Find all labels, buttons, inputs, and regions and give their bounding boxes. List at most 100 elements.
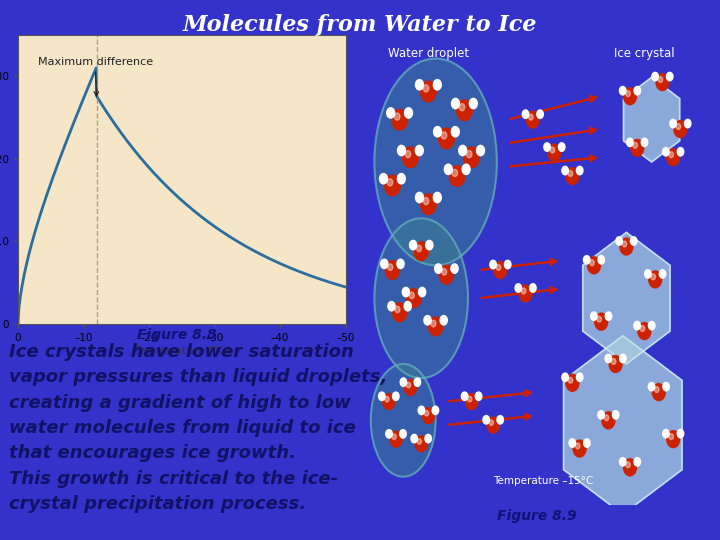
Circle shape [452,170,458,177]
Circle shape [442,268,446,275]
Circle shape [483,416,490,424]
Circle shape [590,260,594,266]
Circle shape [611,359,616,364]
Circle shape [397,173,405,184]
Circle shape [515,284,521,292]
Circle shape [405,108,413,118]
Circle shape [577,373,583,381]
Circle shape [537,110,544,118]
Circle shape [573,440,586,457]
Circle shape [577,166,583,175]
Circle shape [526,111,539,128]
Circle shape [678,147,684,156]
Circle shape [667,149,680,166]
Circle shape [633,143,637,148]
Circle shape [440,315,447,325]
Circle shape [402,287,410,297]
Circle shape [392,434,396,440]
Circle shape [489,420,493,426]
Circle shape [619,86,626,95]
Circle shape [386,430,392,438]
Circle shape [651,274,655,280]
Circle shape [410,240,417,250]
Circle shape [566,167,579,185]
Circle shape [392,303,407,322]
Circle shape [414,378,420,387]
Circle shape [649,271,662,288]
Circle shape [490,260,496,269]
Polygon shape [582,232,670,364]
Circle shape [622,241,626,247]
Circle shape [544,143,550,151]
Circle shape [530,284,536,292]
Circle shape [519,285,532,302]
Circle shape [583,255,590,264]
Circle shape [626,462,630,468]
Circle shape [656,73,669,91]
Circle shape [449,166,465,186]
Circle shape [606,312,612,320]
Circle shape [667,431,680,448]
Circle shape [528,114,533,120]
Text: Molecules from Water to Ice: Molecules from Water to Ice [183,14,537,36]
Circle shape [631,139,644,156]
Text: vapor pressures than liquid droplets,: vapor pressures than liquid droplets, [9,368,387,386]
Circle shape [464,147,480,167]
Circle shape [416,245,421,252]
Circle shape [469,98,477,109]
Circle shape [598,410,604,419]
Ellipse shape [371,364,436,477]
Circle shape [634,321,640,330]
Circle shape [415,192,423,202]
Circle shape [424,410,428,416]
Circle shape [619,457,626,466]
Circle shape [423,85,429,92]
Circle shape [548,144,561,161]
Circle shape [428,317,443,336]
Circle shape [467,396,472,402]
Polygon shape [624,77,680,162]
Circle shape [381,259,388,268]
Circle shape [441,132,447,139]
Circle shape [415,145,423,156]
Circle shape [379,392,385,401]
Circle shape [669,152,673,158]
Circle shape [402,147,418,167]
Circle shape [444,164,452,174]
Circle shape [420,194,436,214]
Circle shape [456,100,472,120]
Circle shape [604,415,608,421]
Circle shape [497,416,503,424]
Circle shape [417,438,421,444]
Circle shape [425,434,431,443]
Circle shape [562,373,568,381]
Circle shape [662,147,669,156]
Text: Ice crystals have lower saturation: Ice crystals have lower saturation [9,343,354,361]
Circle shape [590,312,597,320]
Text: Maximum difference: Maximum difference [37,57,153,96]
Circle shape [415,79,423,90]
Text: Ice crystal: Ice crystal [614,47,675,60]
Circle shape [634,457,641,466]
Circle shape [400,430,406,438]
Circle shape [634,86,641,95]
Circle shape [382,394,395,409]
Circle shape [404,301,411,311]
Circle shape [676,124,680,130]
Circle shape [649,321,655,330]
Circle shape [431,320,436,327]
Circle shape [388,264,393,271]
Circle shape [395,113,400,120]
Circle shape [433,126,441,137]
Circle shape [418,406,425,415]
Circle shape [477,145,485,156]
Circle shape [670,119,676,128]
Circle shape [652,384,665,401]
Circle shape [392,392,399,401]
Circle shape [568,171,572,177]
Circle shape [658,77,662,83]
Circle shape [674,120,687,138]
Circle shape [432,406,438,415]
Circle shape [475,392,482,401]
Circle shape [397,259,404,268]
